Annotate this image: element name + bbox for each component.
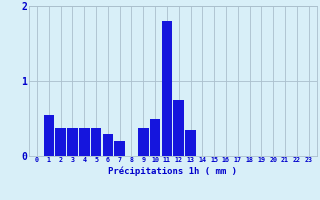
Bar	[162, 21, 172, 156]
Bar	[185, 130, 196, 156]
Bar	[103, 134, 113, 156]
X-axis label: Précipitations 1h ( mm ): Précipitations 1h ( mm )	[108, 166, 237, 176]
Bar	[114, 141, 125, 156]
Bar	[150, 118, 160, 156]
Bar	[79, 128, 90, 156]
Bar	[67, 128, 78, 156]
Bar	[55, 128, 66, 156]
Bar	[138, 128, 148, 156]
Bar	[91, 128, 101, 156]
Bar	[44, 115, 54, 156]
Bar	[173, 100, 184, 156]
